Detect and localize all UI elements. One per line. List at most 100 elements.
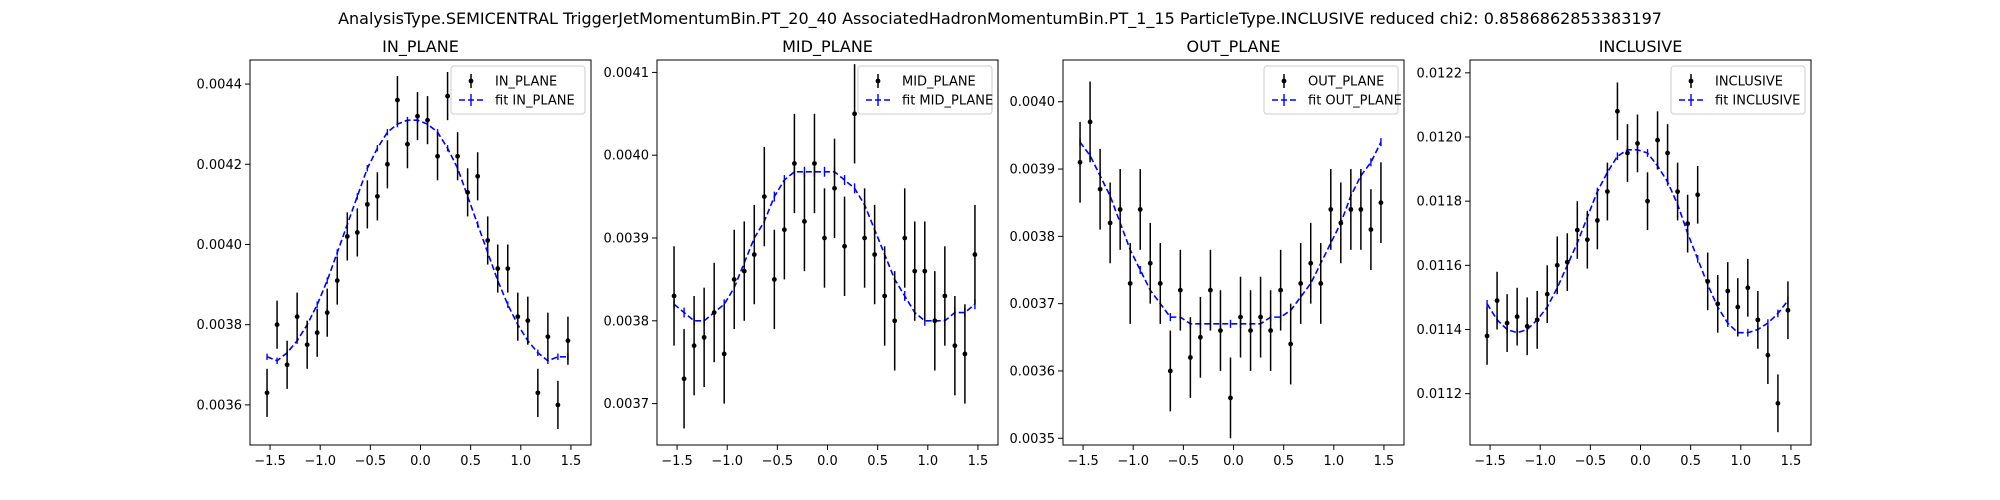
data-point	[842, 243, 847, 249]
x-tick-label: 0.5	[1680, 454, 1701, 469]
axes-frame	[1062, 59, 1405, 446]
data-point	[1785, 307, 1791, 313]
data-point	[1514, 314, 1520, 320]
legend-data-marker	[1688, 78, 1694, 84]
data-point	[264, 390, 270, 396]
x-tick-label: 0.0	[1223, 454, 1244, 469]
data-point	[1258, 314, 1263, 320]
data-point	[334, 278, 340, 283]
x-tick-label: 1.5	[1374, 454, 1395, 469]
data-point	[852, 111, 857, 117]
data-point	[761, 194, 767, 200]
data-point	[1615, 108, 1620, 114]
y-tick-label: 0.0038	[1010, 230, 1056, 245]
data-point	[1564, 259, 1570, 265]
data-point	[741, 268, 747, 274]
data-point	[385, 161, 390, 167]
data-point	[465, 189, 471, 195]
data-point	[455, 153, 461, 159]
data-point	[435, 153, 440, 159]
data-point	[771, 277, 777, 282]
legend-label: IN_PLANE	[495, 75, 557, 90]
data-point	[822, 235, 827, 241]
x-tick-label: 1.5	[968, 454, 989, 469]
data-point	[475, 173, 481, 179]
data-point	[1137, 207, 1143, 212]
data-point	[1318, 281, 1324, 286]
data-point	[495, 266, 501, 271]
data-point	[691, 343, 697, 349]
data-point	[1097, 186, 1103, 192]
data-point	[1484, 333, 1490, 339]
data-point	[912, 268, 918, 274]
data-point	[515, 314, 521, 320]
figure-suptitle: AnalysisType.SEMICENTRAL TriggerJetMomen…	[338, 9, 1662, 29]
axes-frame	[656, 59, 999, 446]
data-point	[751, 252, 757, 257]
data-point	[324, 310, 330, 316]
data-point	[1218, 328, 1223, 333]
data-point	[1735, 304, 1741, 310]
legend-box	[857, 65, 993, 115]
panel-out-plane: OUT_PLANE −1.5 −1.0 −0.5 0.0 0.5 1.0 1.5 0.0035 0…	[1010, 37, 1405, 469]
panel-title: MID_PLANE	[782, 37, 873, 57]
data-point	[792, 161, 797, 166]
panel-inclusive: INCLUSIVE −1.5 −1.0 −0.5 0.0 0.5 1.0 1.5 0.0112 0…	[1417, 37, 1812, 469]
x-tick-label: −1.5	[661, 454, 693, 469]
data-point	[344, 234, 350, 239]
data-point	[1228, 395, 1233, 401]
y-tick-label: 0.0037	[604, 397, 650, 412]
data-point	[1298, 281, 1304, 286]
data-point	[1087, 119, 1093, 125]
data-point	[1725, 288, 1731, 294]
data-point	[314, 330, 320, 336]
data-point	[1765, 352, 1771, 358]
data-point	[1625, 150, 1630, 156]
data-point	[902, 235, 908, 241]
panel-title: OUT_PLANE	[1186, 37, 1280, 57]
data-point	[1077, 159, 1083, 165]
legend-label: fit MID_PLANE	[902, 94, 993, 109]
y-tick-label: 0.0038	[604, 314, 650, 329]
data-point	[1248, 328, 1253, 333]
data-point	[671, 293, 677, 299]
data-point	[1534, 317, 1540, 323]
data-point	[812, 161, 817, 166]
data-point	[545, 334, 551, 340]
data-point	[721, 351, 727, 357]
x-tick-label: 0.5	[460, 454, 481, 469]
data-point	[1208, 287, 1213, 293]
legend-label: fit INCLUSIVE	[1715, 94, 1800, 109]
y-tick-label: 0.0036	[1010, 364, 1056, 379]
data-point	[701, 334, 707, 340]
data-point	[972, 252, 978, 257]
data-point	[1147, 260, 1153, 266]
data-point	[1524, 323, 1530, 329]
y-tick-label: 0.0037	[1010, 297, 1056, 312]
data-point	[1675, 189, 1681, 194]
y-tick-label: 0.0039	[1010, 163, 1056, 178]
data-point	[1358, 207, 1364, 212]
data-point	[731, 277, 737, 282]
y-tick-label: 0.0041	[604, 66, 650, 81]
data-point	[1368, 227, 1374, 233]
x-tick-label: 1.5	[561, 454, 582, 469]
x-tick-label: −1.0	[1524, 454, 1556, 469]
x-tick-label: 0.0	[410, 454, 431, 469]
data-point	[781, 227, 787, 233]
data-point	[374, 193, 380, 199]
data-point	[1338, 220, 1344, 226]
data-point	[1775, 400, 1781, 406]
y-tick-label: 0.0040	[604, 149, 650, 164]
x-tick-label: 0.5	[1273, 454, 1294, 469]
legend-box	[1670, 65, 1806, 115]
data-point	[555, 402, 561, 408]
y-tick-label: 0.0120	[1417, 131, 1463, 146]
data-point	[1504, 320, 1510, 326]
data-point	[1167, 368, 1173, 374]
legend-data-marker	[468, 78, 474, 84]
y-tick-label: 0.0040	[1010, 95, 1056, 110]
